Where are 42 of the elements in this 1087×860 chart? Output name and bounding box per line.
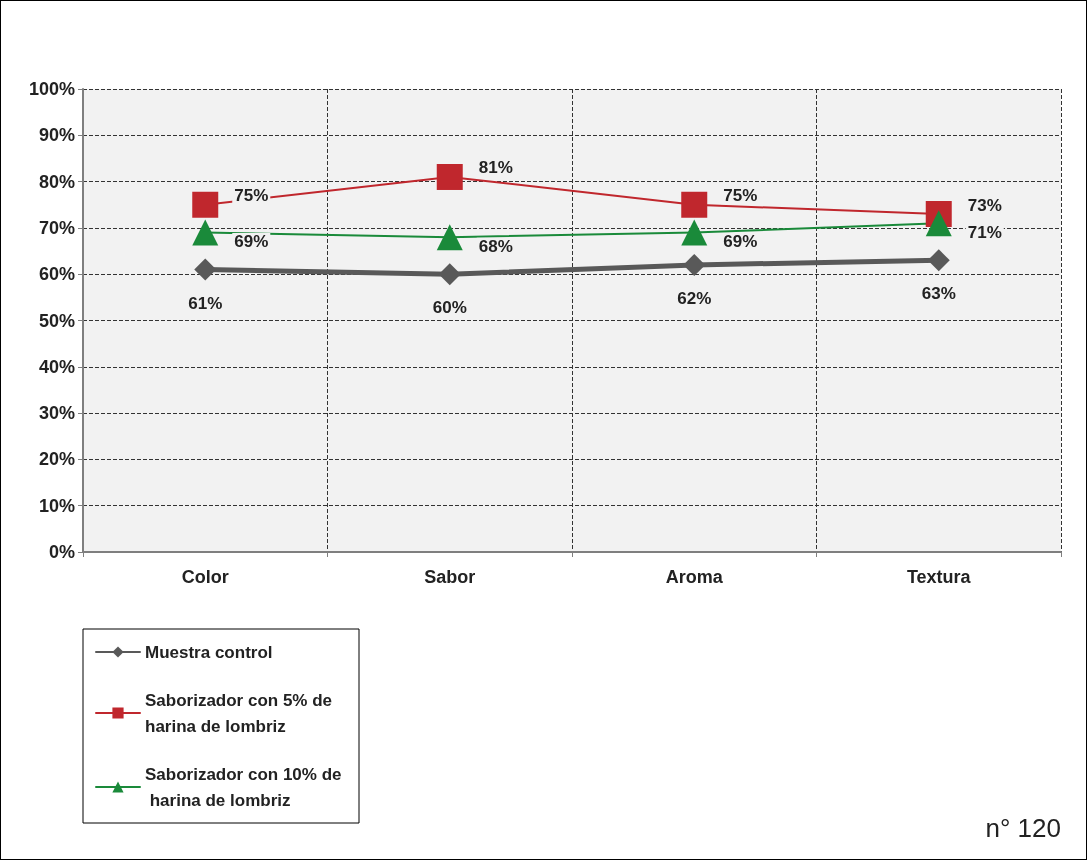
point <box>683 253 706 276</box>
point <box>194 258 217 281</box>
data-label: 68% <box>478 236 513 256</box>
data-label: 69% <box>234 232 269 252</box>
data-label: 69% <box>723 232 758 252</box>
x-tick-label: Aroma <box>665 567 724 587</box>
y-tick-label: 20% <box>38 449 75 470</box>
point <box>192 219 219 246</box>
point <box>436 163 463 190</box>
data-label: 81% <box>478 158 513 178</box>
data-label: 60% <box>432 298 467 318</box>
point <box>927 249 950 272</box>
y-tick-label: 60% <box>38 264 75 285</box>
y-tick-label: 90% <box>38 125 75 146</box>
legend-label: Muestra control <box>145 642 273 662</box>
point <box>436 224 463 251</box>
data-label: 75% <box>234 186 269 206</box>
y-tick-label: 50% <box>38 310 75 331</box>
x-tick-label: Textura <box>906 567 972 587</box>
data-label: 61% <box>188 293 223 313</box>
data-label: 75% <box>723 186 758 206</box>
legend-label: Saborizador con 10% de harina de lombriz <box>145 764 342 810</box>
y-tick-label: 0% <box>48 542 75 562</box>
point <box>438 263 461 286</box>
legend-label: Saborizador con 5% de harina de lombriz <box>145 690 337 736</box>
data-label: 63% <box>921 284 956 304</box>
y-tick-label: 80% <box>38 171 75 192</box>
x-tick-label: Color <box>181 567 229 587</box>
point <box>681 191 708 218</box>
point <box>192 191 219 218</box>
point <box>925 210 952 237</box>
data-label: 71% <box>967 222 1002 242</box>
y-tick-label: 10% <box>38 495 75 516</box>
text: n° 120 <box>985 813 1062 843</box>
y-tick-label: 100% <box>28 79 75 99</box>
data-label: 73% <box>967 195 1002 215</box>
y-tick-label: 40% <box>38 356 75 377</box>
y-tick-label: 70% <box>38 217 75 238</box>
point <box>681 219 708 246</box>
y-tick-label: 30% <box>38 403 75 424</box>
data-label: 62% <box>677 288 712 308</box>
x-tick-label: Sabor <box>424 567 476 587</box>
